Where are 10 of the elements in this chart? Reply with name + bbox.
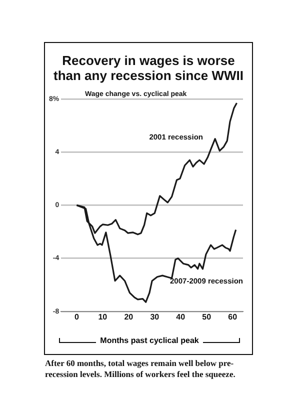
chart-title: Recovery in wages is worse than any recession since WWII — [52, 53, 244, 83]
x-tick-label: 10 — [98, 312, 108, 322]
x-tick-label: 40 — [176, 312, 186, 322]
x-tick-label: 20 — [124, 312, 134, 322]
text: After 60 months, total wages remain well below pre-recession levels. Millions of workers feel the squeeze. — [45, 358, 236, 380]
x-tick-label: 50 — [202, 312, 212, 322]
x-tick-label: 60 — [228, 312, 238, 322]
x-tick-label: 0 — [74, 312, 80, 322]
x-axis-title: Months past cyclical peak — [99, 336, 200, 345]
x-tick-label: 30 — [150, 312, 160, 322]
